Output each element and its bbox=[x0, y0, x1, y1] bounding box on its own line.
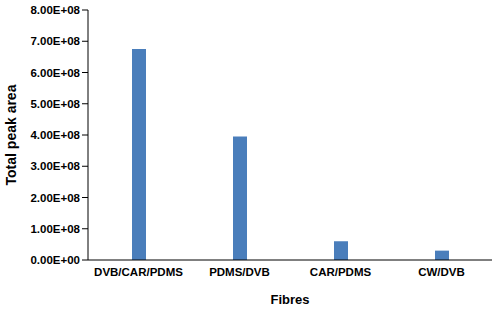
svg-text:4.00E+08: 4.00E+08 bbox=[30, 129, 80, 141]
svg-text:2.00E+08: 2.00E+08 bbox=[30, 192, 80, 204]
svg-text:1.00E+08: 1.00E+08 bbox=[30, 223, 80, 235]
svg-text:CW/DVB: CW/DVB bbox=[418, 266, 465, 278]
svg-text:8.00E+08: 8.00E+08 bbox=[30, 4, 80, 16]
svg-text:Total peak area: Total peak area bbox=[8, 84, 19, 185]
svg-text:CAR/PDMS: CAR/PDMS bbox=[310, 266, 372, 278]
svg-text:7.00E+08: 7.00E+08 bbox=[30, 35, 80, 47]
svg-text:5.00E+08: 5.00E+08 bbox=[30, 98, 80, 110]
svg-text:6.00E+08: 6.00E+08 bbox=[30, 67, 80, 79]
svg-text:0.00E+00: 0.00E+00 bbox=[30, 254, 80, 266]
svg-text:DVB/CAR/PDMS: DVB/CAR/PDMS bbox=[94, 266, 183, 278]
svg-text:PDMS/DVB: PDMS/DVB bbox=[209, 266, 270, 278]
svg-text:Fibres: Fibres bbox=[270, 292, 309, 307]
svg-text:3.00E+08: 3.00E+08 bbox=[30, 160, 80, 172]
